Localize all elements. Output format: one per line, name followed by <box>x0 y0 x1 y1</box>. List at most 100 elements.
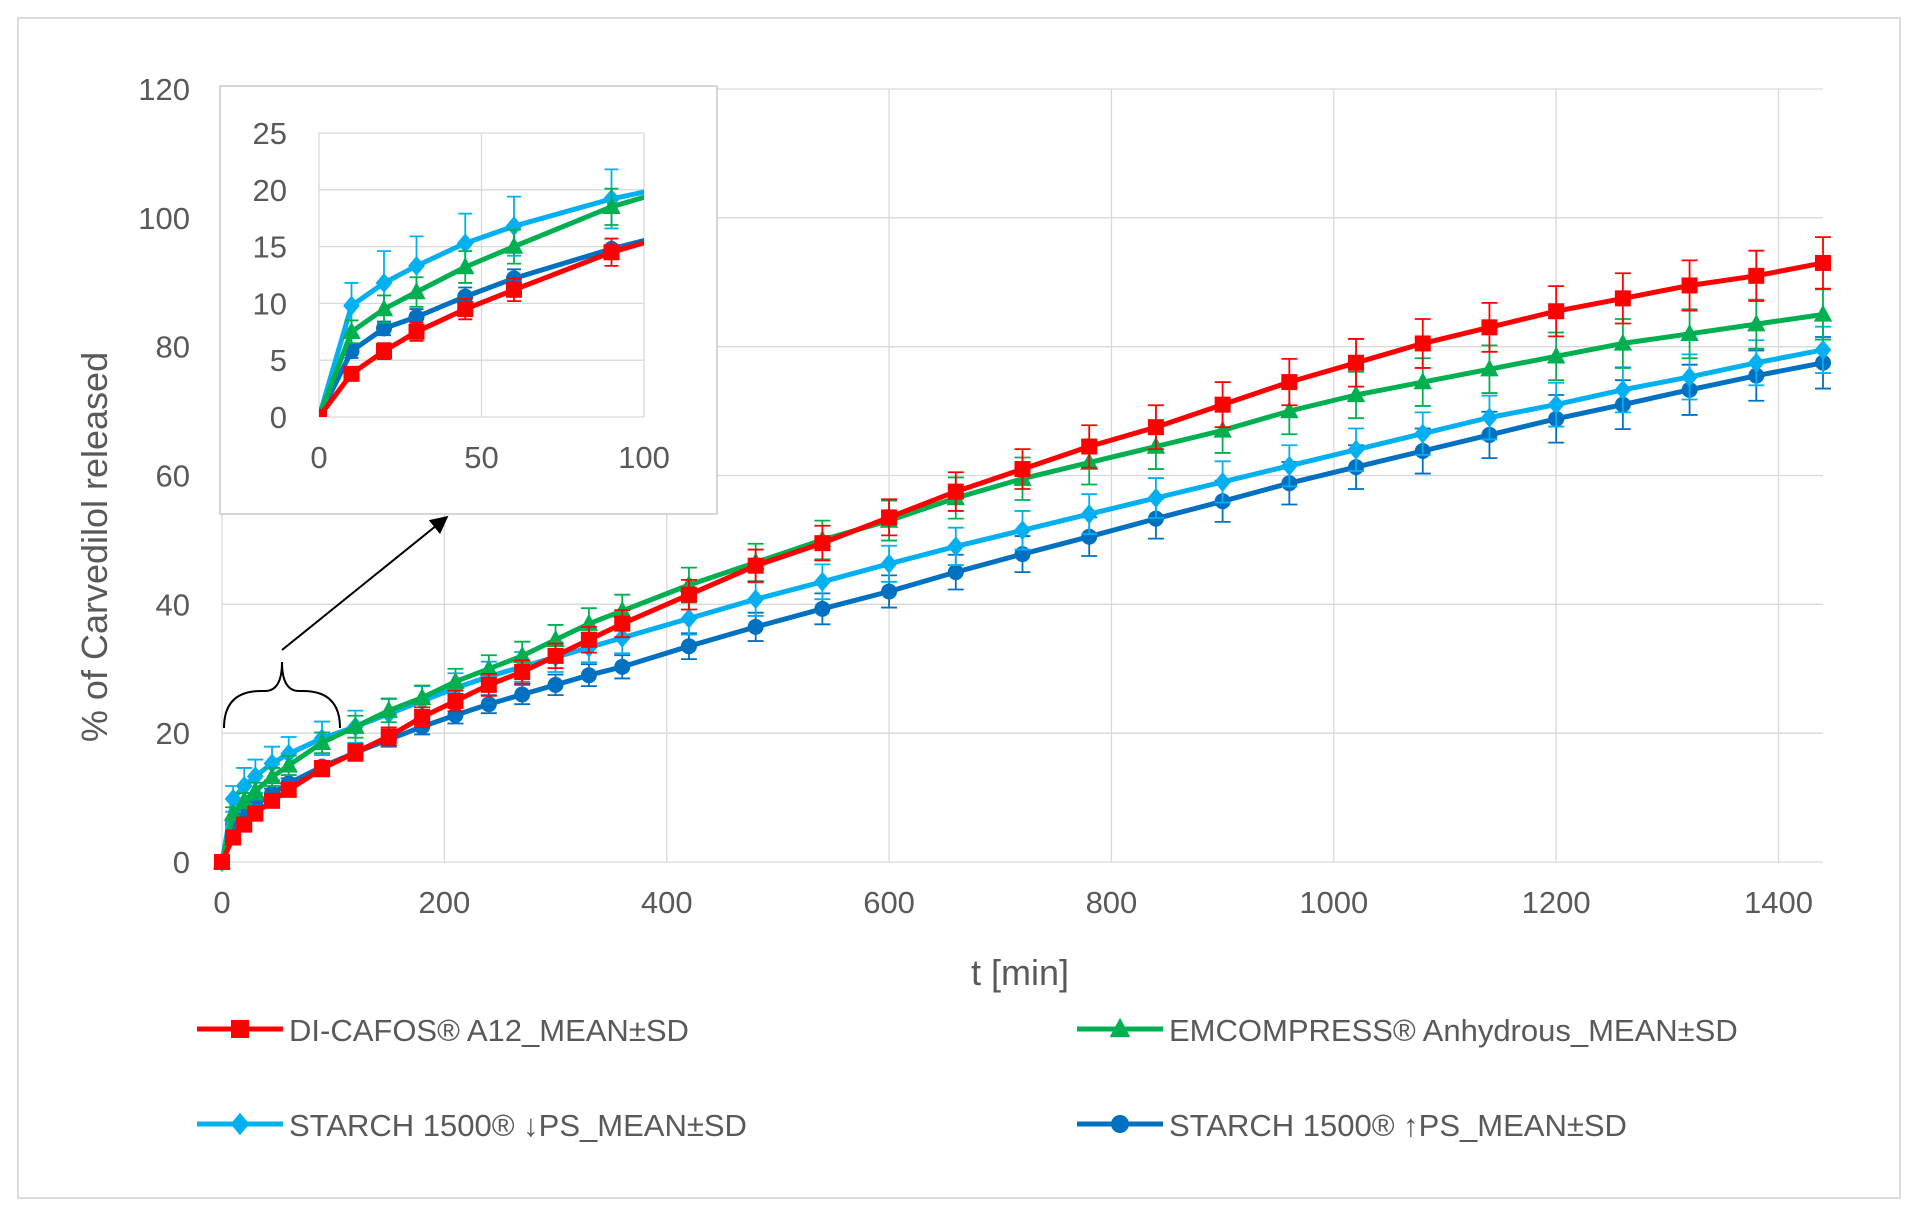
data-point <box>580 631 597 648</box>
x-tick-label: 1000 <box>1299 885 1368 920</box>
data-point <box>246 781 265 799</box>
main-series-group <box>212 236 1833 872</box>
legend-swatch-marker <box>230 1112 250 1136</box>
data-point <box>347 744 364 761</box>
data-point <box>880 553 898 574</box>
inset-data-point <box>374 299 394 317</box>
data-point <box>247 805 264 822</box>
data-point <box>1481 319 1498 336</box>
data-point <box>1081 528 1098 545</box>
inset-data-point <box>456 257 475 275</box>
y-tick-label: 20 <box>156 716 190 751</box>
data-point <box>1481 407 1498 428</box>
data-point <box>614 615 631 632</box>
inset-data-point <box>457 301 474 318</box>
data-point <box>1348 354 1365 371</box>
data-point <box>1281 374 1298 391</box>
data-point <box>480 676 497 693</box>
inset-y-tick-label: 25 <box>253 116 287 151</box>
data-point <box>1681 366 1698 387</box>
data-point <box>1213 420 1232 438</box>
data-point <box>1280 455 1298 476</box>
data-point <box>814 600 831 617</box>
data-point <box>1014 520 1031 541</box>
data-point <box>1214 396 1231 413</box>
data-point <box>1147 419 1164 436</box>
data-point <box>412 687 432 705</box>
data-point <box>514 663 531 680</box>
data-point <box>512 645 532 664</box>
data-point <box>1480 359 1499 377</box>
data-point <box>1547 394 1565 415</box>
data-point <box>235 775 253 796</box>
data-point <box>446 671 465 689</box>
data-point <box>1081 438 1098 455</box>
data-point <box>280 743 298 764</box>
legend-swatch-marker <box>1111 1115 1129 1133</box>
data-point <box>1546 346 1566 364</box>
data-point <box>747 618 764 635</box>
x-tick-label: 400 <box>641 885 693 920</box>
inset-data-point <box>342 321 361 339</box>
inset-data-point <box>376 320 392 337</box>
data-point <box>1614 379 1632 400</box>
data-point <box>881 509 898 526</box>
series-line <box>219 347 1824 863</box>
data-point <box>1613 333 1633 351</box>
inset-series-1-group <box>319 187 644 417</box>
data-point <box>246 766 264 787</box>
data-point <box>235 790 254 809</box>
inset-data-point <box>375 272 393 293</box>
data-point <box>262 766 282 785</box>
inset-series-line <box>319 194 644 417</box>
inset-y-tick-label: 10 <box>253 286 287 321</box>
data-point <box>1147 488 1165 509</box>
inset-data-point <box>376 343 392 360</box>
x-tick-label: 1200 <box>1522 885 1591 920</box>
data-point <box>1014 461 1031 478</box>
data-point <box>1813 304 1833 322</box>
data-point <box>1747 314 1766 332</box>
series-2-group <box>213 325 1832 872</box>
data-point <box>947 536 965 557</box>
legend-item: STARCH 1500® ↓PS_MEAN±SD <box>197 1108 747 1143</box>
zoom-arrow <box>281 515 449 651</box>
data-point <box>546 629 565 647</box>
data-point <box>279 755 298 773</box>
data-point <box>514 686 531 703</box>
inset-data-point <box>504 236 524 254</box>
legend-label: DI-CAFOS® A12_MEAN±SD <box>289 1013 689 1048</box>
inset-tick-labels: 0 5 10 15 20 25 0 50 100 <box>253 116 670 475</box>
data-point <box>814 535 831 552</box>
legend: DI-CAFOS® A12_MEAN±SD EMCOMPRESS® Anhydro… <box>197 1013 1738 1143</box>
inset-x-tick-label: 0 <box>310 440 327 475</box>
inset-series-line <box>319 189 644 417</box>
data-point <box>614 658 631 675</box>
series-line <box>219 260 1824 864</box>
inset-series-0-group <box>319 237 644 417</box>
legend-swatch-marker <box>231 1020 249 1038</box>
data-point <box>680 608 698 629</box>
inset-series-line <box>319 237 644 417</box>
data-point <box>447 692 464 709</box>
x-tick-label: 1400 <box>1744 885 1813 920</box>
inset-data-point <box>343 295 360 316</box>
inset-data-point <box>505 216 523 237</box>
y-tick-label: 60 <box>156 459 190 494</box>
data-point <box>547 676 564 693</box>
y-tick-label: 80 <box>156 330 190 365</box>
inset-y-tick-label: 5 <box>270 343 287 378</box>
inset-data-point <box>319 409 327 417</box>
inset-data-point <box>408 255 425 276</box>
data-point <box>263 753 281 774</box>
data-point <box>1814 339 1832 360</box>
series-0-group <box>214 236 1831 870</box>
data-point <box>747 589 765 610</box>
legend-label: STARCH 1500® ↓PS_MEAN±SD <box>289 1108 747 1143</box>
legend-item: STARCH 1500® ↑PS_MEAN±SD <box>1077 1108 1627 1143</box>
data-point <box>947 564 964 581</box>
inset-data-point <box>407 282 426 300</box>
data-point <box>1681 277 1698 294</box>
